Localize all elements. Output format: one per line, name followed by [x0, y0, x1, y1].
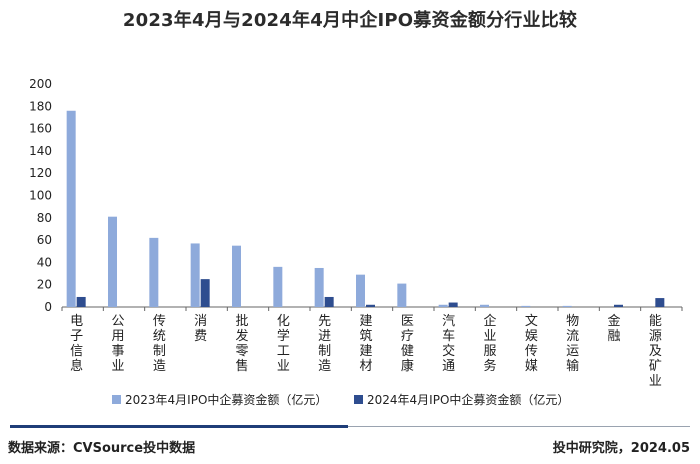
bar-2023-8	[397, 283, 407, 307]
bar-2023-0	[66, 110, 76, 307]
x-category-label-char: 电	[70, 314, 83, 329]
x-category-label-char: 输	[566, 358, 579, 374]
x-category-label-char: 批	[235, 314, 248, 329]
x-category-label-char: 及	[649, 344, 662, 359]
y-tick-label: 180	[29, 99, 52, 113]
x-category-label-char: 业	[483, 329, 496, 344]
x-category-label-char: 发	[235, 328, 248, 344]
legend-swatch-0	[112, 395, 121, 404]
y-tick-label: 140	[29, 144, 52, 158]
bar-2023-7	[356, 274, 365, 307]
x-category-label-char: 信	[70, 344, 83, 359]
x-category-label-char: 造	[318, 359, 331, 374]
x-category-label-char: 通	[442, 359, 455, 374]
x-category-label-char: 源	[649, 329, 662, 344]
y-tick-label: 0	[44, 300, 52, 314]
x-category-label-char: 物	[566, 314, 579, 329]
x-category-label-char: 制	[318, 344, 331, 359]
x-category-label-char: 交	[442, 343, 455, 359]
bar-2023-6	[314, 267, 324, 307]
y-tick-label: 100	[29, 189, 52, 203]
bar-2023-12	[562, 305, 572, 307]
x-category-label-char: 服	[483, 344, 496, 359]
x-category-label-char: 先	[318, 314, 331, 329]
x-category-label-char: 筑	[359, 328, 372, 344]
bar-2023-3	[190, 243, 200, 307]
x-category-label-char: 金	[607, 313, 620, 329]
footer-divider-dark	[10, 425, 348, 428]
x-category-label-char: 传	[525, 344, 538, 359]
x-category-label-char: 制	[153, 344, 166, 359]
x-category-label-char: 康	[401, 358, 414, 374]
x-category-label-char: 车	[442, 328, 455, 344]
x-category-label-char: 统	[153, 329, 166, 344]
x-category-label-char: 工	[277, 344, 290, 359]
bar-2023-5	[273, 266, 283, 307]
x-category-label-char: 进	[318, 329, 331, 344]
x-category-label-char: 融	[607, 329, 620, 344]
bar-2024-6	[324, 296, 334, 307]
footer-source: 数据来源：CVSource投中数据	[8, 441, 196, 456]
x-category-label-char: 化	[277, 314, 290, 329]
x-category-label-char: 售	[235, 358, 248, 374]
x-category-label-char: 能	[649, 314, 662, 329]
x-category-label-char: 健	[401, 344, 414, 359]
x-category-label-char: 事	[111, 344, 124, 359]
legend-label-1: 2024年4月IPO中企募资金额（亿元）	[367, 392, 569, 407]
legend-swatch-1	[354, 395, 363, 404]
legend-label-0: 2023年4月IPO中企募资金额（亿元）	[125, 392, 327, 407]
bar-2023-4	[232, 245, 241, 307]
chart-title: 2023年4月与2024年4月中企IPO募资金额分行业比较	[122, 10, 578, 31]
y-tick-label: 160	[29, 122, 52, 136]
bar-2024-14	[655, 298, 665, 307]
x-category-label-char: 业	[111, 359, 124, 374]
x-category-label-char: 运	[566, 344, 579, 359]
x-category-label-char: 汽	[442, 314, 455, 329]
x-category-label-char: 息	[70, 358, 83, 374]
x-category-label-char: 建	[359, 314, 372, 329]
bar-2024-7	[366, 304, 375, 307]
bar-2023-9	[438, 304, 448, 307]
x-category-label-char: 业	[277, 359, 290, 374]
footer-divider-light	[348, 426, 690, 427]
y-tick-label: 120	[29, 166, 52, 180]
x-category-label-char: 公	[111, 314, 124, 329]
x-category-label-char: 媒	[525, 359, 538, 374]
x-category-label-char: 零	[235, 344, 248, 359]
x-category-label-char: 用	[111, 329, 124, 344]
x-category-label-char: 消	[194, 314, 207, 329]
x-category-label-char: 建	[359, 344, 372, 359]
bar-2024-13	[614, 304, 623, 307]
bar-2023-1	[108, 216, 117, 307]
bar-2024-0	[76, 296, 86, 307]
x-category-label-char: 医	[401, 314, 414, 329]
x-category-label-char: 企	[483, 313, 496, 329]
x-category-label-char: 矿	[649, 359, 662, 374]
x-category-label-char: 娱	[525, 329, 538, 344]
x-category-label-char: 文	[525, 314, 538, 329]
x-category-label-char: 子	[70, 329, 83, 344]
x-category-label-char: 材	[359, 359, 372, 374]
bar-2024-9	[448, 302, 458, 307]
bar-2024-3	[200, 279, 210, 307]
y-tick-label: 40	[37, 255, 52, 269]
bar-2023-11	[521, 305, 531, 307]
x-category-label-char: 造	[153, 359, 166, 374]
x-category-label-char: 务	[483, 358, 496, 374]
x-category-label-char: 费	[194, 329, 207, 344]
x-category-label-char: 业	[649, 374, 662, 389]
y-tick-label: 80	[37, 211, 52, 225]
x-category-label-char: 流	[566, 329, 579, 344]
y-tick-label: 20	[37, 278, 52, 292]
y-tick-label: 200	[29, 77, 52, 91]
x-category-label-char: 疗	[401, 329, 414, 344]
footer-credit: 投中研究院，2024.05	[552, 441, 690, 456]
bar-2023-2	[149, 237, 159, 307]
bar-2023-10	[480, 304, 489, 307]
x-category-label-char: 学	[277, 328, 290, 344]
y-tick-label: 60	[37, 233, 52, 247]
x-category-label-char: 传	[153, 314, 166, 329]
